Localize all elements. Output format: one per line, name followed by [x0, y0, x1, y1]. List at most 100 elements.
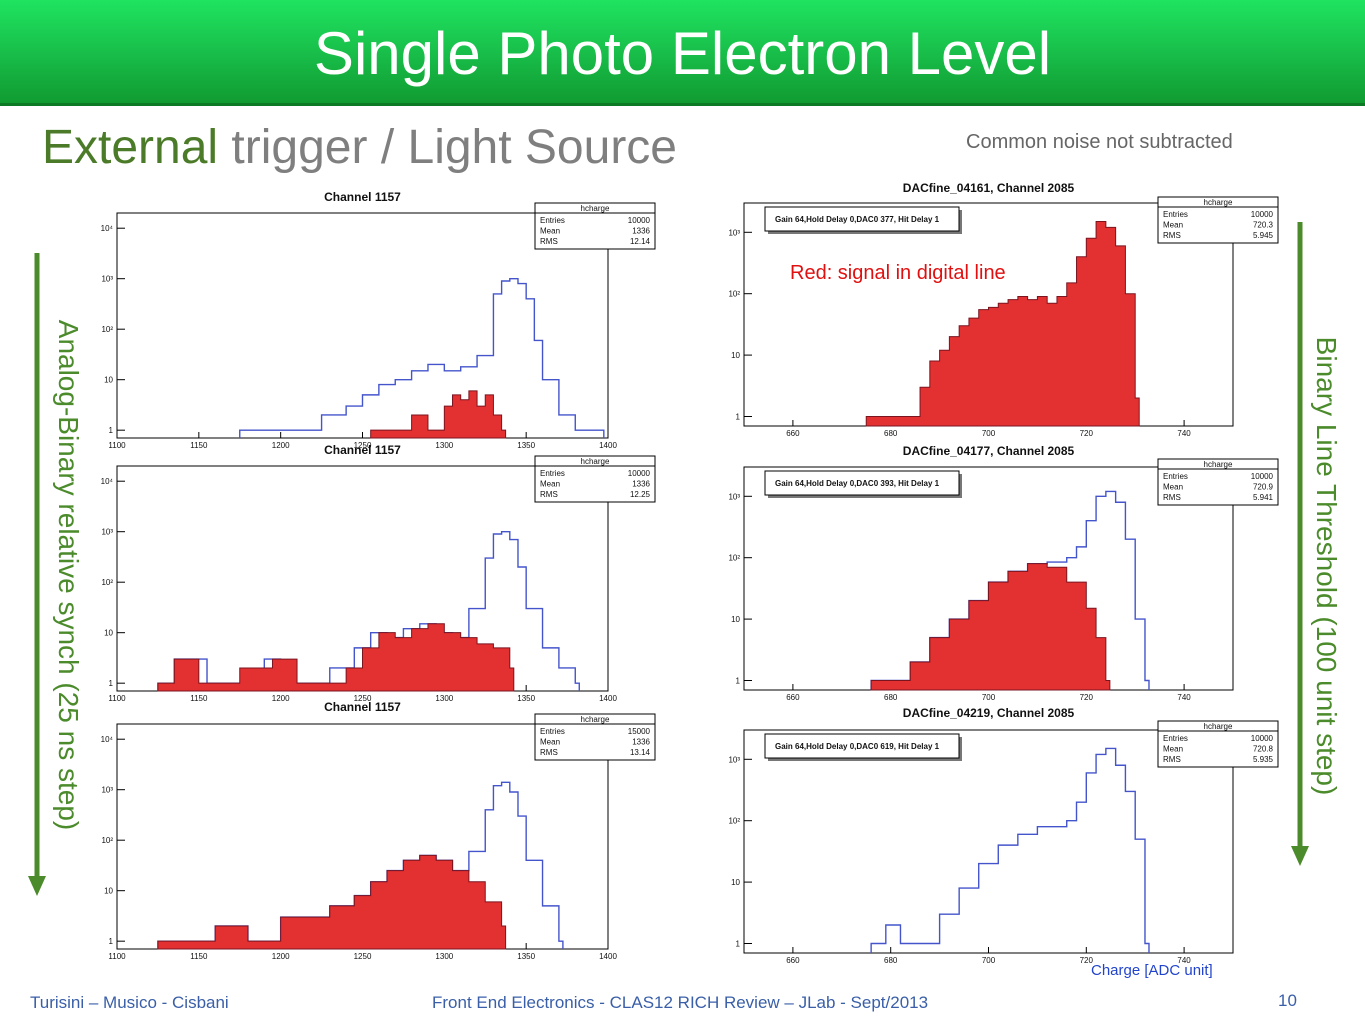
stats-value: 720.9	[1253, 483, 1274, 492]
x-tick-label: 1200	[272, 694, 290, 703]
x-tick-label: 740	[1177, 956, 1191, 965]
right-arrow-head	[1291, 846, 1309, 866]
stats-name: hcharge	[1204, 198, 1233, 207]
y-tick-label: 10²	[728, 554, 740, 563]
stats-value: 1336	[632, 480, 650, 489]
slide-subtitle: External trigger / Light Source	[42, 118, 677, 178]
red-signal-note: Red: signal in digital line	[790, 262, 1006, 284]
stats-value: 1336	[632, 227, 650, 236]
x-tick-label: 1150	[190, 441, 208, 450]
filled-histogram	[157, 623, 515, 692]
x-tick-label: 680	[884, 693, 898, 702]
stats-value: 13.14	[630, 748, 651, 757]
x-tick-label: 660	[786, 693, 800, 702]
stats-value: 12.14	[630, 237, 651, 246]
y-tick-label: 10	[104, 376, 113, 385]
stats-label: Mean	[540, 738, 560, 747]
stats-box	[534, 455, 656, 503]
stats-value: 5.941	[1253, 493, 1274, 502]
y-tick-label: 10⁴	[101, 477, 114, 486]
x-tick-label: 700	[982, 693, 996, 702]
stats-value: 5.935	[1253, 755, 1274, 764]
outline-histogram	[239, 277, 605, 438]
subtitle-external: External	[42, 121, 219, 174]
x-tick-label: 1400	[599, 952, 617, 961]
y-tick-label: 10	[731, 351, 740, 360]
x-tick-label: 1200	[272, 441, 290, 450]
chart-panel-5: DACfine_04177, Channel 2085 660 680 700 720 7…	[728, 444, 1279, 702]
stats-value: 720.3	[1253, 221, 1274, 230]
x-tick-label: 1100	[108, 694, 126, 703]
y-tick-label: 1	[736, 412, 741, 421]
chart-title: DACfine_04219, Channel 2085	[903, 706, 1075, 720]
left-arrow-head	[28, 876, 46, 896]
stats-value: 1336	[632, 738, 650, 747]
x-tick-label: 1100	[108, 952, 126, 961]
x-tick-label: 660	[786, 956, 800, 965]
stats-label: RMS	[540, 748, 558, 757]
stats-name: hcharge	[581, 457, 610, 466]
stats-box	[1157, 458, 1279, 506]
y-tick-label: 1	[109, 679, 114, 688]
y-tick-label: 10³	[101, 275, 113, 284]
x-tick-label: 680	[884, 429, 898, 438]
stats-label: Entries	[1163, 734, 1188, 743]
chart-title: Channel 1157	[324, 443, 401, 457]
stats-label: RMS	[1163, 493, 1181, 502]
stats-label: RMS	[540, 490, 558, 499]
stats-label: RMS	[1163, 755, 1181, 764]
x-tick-label: 1300	[435, 694, 453, 703]
x-tick-label: 680	[884, 956, 898, 965]
stats-box	[1157, 720, 1279, 768]
x-tick-label: 1100	[108, 441, 126, 450]
y-tick-label: 1	[109, 426, 114, 435]
slide-title: Single Photo Electron Level	[313, 20, 1052, 87]
noise-note: Common noise not subtracted	[966, 131, 1233, 153]
right-arrow-label: Binary Line Threshold (100 unit step)	[1311, 336, 1342, 796]
x-tick-label: 740	[1177, 693, 1191, 702]
stats-label: RMS	[1163, 231, 1181, 240]
footer-event: Front End Electronics - CLAS12 RICH Revi…	[432, 993, 929, 1012]
chart-panel-4: DACfine_04161, Channel 2085 660 680 700 720 7…	[728, 181, 1279, 438]
y-tick-label: 10²	[101, 836, 113, 845]
y-tick-label: 10⁴	[101, 224, 114, 233]
chart-panel-1: Channel 1157 1100 1150 1200 1250 1300 1350 1400…	[101, 190, 656, 450]
y-tick-label: 10²	[728, 290, 740, 299]
x-tick-label: 1150	[190, 694, 208, 703]
x-tick-label: 1350	[517, 694, 535, 703]
chart-title: Channel 1157	[324, 190, 401, 204]
filled-histogram	[870, 563, 1111, 691]
stats-label: Mean	[1163, 221, 1183, 230]
stats-value: 15000	[628, 727, 651, 736]
chart-panel-2: Channel 1157 1100 1150 1200 1250 1300 1350 1400…	[101, 443, 656, 703]
stats-value: 5.945	[1253, 231, 1274, 240]
stats-value: 720.8	[1253, 745, 1274, 754]
legend-text: Gain 64,Hold Delay 0,DAC0 377, Hit Delay…	[775, 215, 940, 224]
chart-title: DACfine_04177, Channel 2085	[903, 444, 1075, 458]
legend-box	[764, 733, 960, 759]
x-tick-label: 700	[982, 956, 996, 965]
x-tick-label: 1250	[354, 441, 372, 450]
x-tick-label: 1350	[517, 441, 535, 450]
y-tick-label: 10³	[728, 755, 740, 764]
x-tick-label: 1150	[190, 952, 208, 961]
stats-label: Entries	[540, 216, 565, 225]
legend-box	[764, 206, 960, 232]
outline-histogram	[870, 747, 1150, 953]
x-tick-label: 1250	[354, 952, 372, 961]
y-tick-label: 10	[731, 878, 740, 887]
chart-panel-6: DACfine_04219, Channel 2085 660 680 700 720 7…	[728, 706, 1279, 965]
x-tick-label: 1400	[599, 694, 617, 703]
y-tick-label: 10³	[101, 786, 113, 795]
y-tick-label: 10²	[728, 817, 740, 826]
stats-value: 10000	[1251, 472, 1274, 481]
y-tick-label: 10	[104, 629, 113, 638]
x-tick-label: 720	[1080, 956, 1094, 965]
stats-value: 12.25	[630, 490, 651, 499]
stats-value: 10000	[1251, 210, 1274, 219]
stats-label: Mean	[540, 227, 560, 236]
x-tick-label: 740	[1177, 429, 1191, 438]
stats-name: hcharge	[1204, 460, 1233, 469]
stats-label: Entries	[1163, 210, 1188, 219]
